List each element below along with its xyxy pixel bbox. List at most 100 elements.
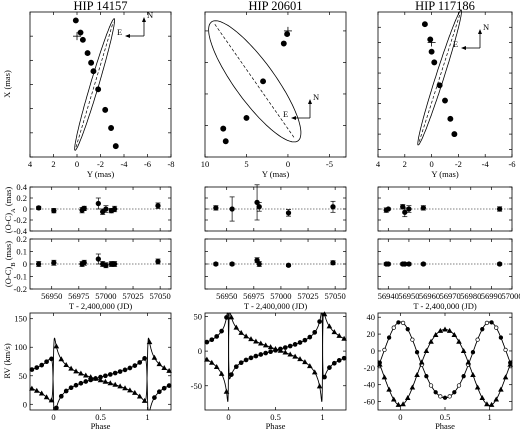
residual-point bbox=[81, 260, 87, 266]
rv-point-secondary bbox=[161, 365, 168, 371]
rv-point-secondary bbox=[341, 335, 347, 341]
rv-point-secondary bbox=[386, 386, 392, 392]
y-tick-label: -0.4 bbox=[14, 226, 28, 236]
y-tick-label: 150 bbox=[14, 314, 27, 324]
rv-point-secondary bbox=[127, 387, 133, 393]
rv-point-secondary bbox=[257, 340, 264, 346]
rv-point-secondary bbox=[102, 378, 109, 384]
x-tick-label: 1 bbox=[145, 412, 149, 422]
x-tick-label: 57000 bbox=[95, 291, 116, 301]
compass-east-label: E bbox=[117, 27, 122, 37]
rv-curve-secondary bbox=[29, 337, 172, 402]
compass-east-label: E bbox=[453, 39, 458, 49]
rv-point-secondary bbox=[376, 361, 383, 367]
residual-point bbox=[256, 261, 262, 267]
rv-point-primary bbox=[229, 372, 234, 377]
residual-point bbox=[406, 206, 412, 212]
y-tick-label: -0.1 bbox=[14, 272, 27, 282]
orbit-ellipse bbox=[74, 18, 115, 151]
residual-point bbox=[213, 205, 219, 211]
x-tick-label: 57025 bbox=[297, 291, 318, 301]
rv-point-secondary bbox=[78, 370, 84, 376]
rv-point-primary bbox=[433, 390, 438, 395]
y-tick-label: -0.2 bbox=[14, 215, 27, 225]
rv-point-secondary bbox=[418, 359, 425, 365]
residual-point bbox=[36, 205, 42, 211]
rv-point-primary bbox=[302, 337, 308, 343]
rv-point-primary bbox=[396, 320, 401, 325]
orbit-point bbox=[222, 138, 229, 145]
y-tick-label: -0.2 bbox=[14, 284, 27, 294]
rv-point-secondary bbox=[238, 329, 244, 335]
rv-point-secondary bbox=[208, 359, 215, 365]
x-tick-label: -8 bbox=[167, 159, 174, 169]
rv-point-secondary bbox=[484, 401, 490, 407]
rv-point-secondary bbox=[117, 383, 123, 389]
rv-point-secondary bbox=[460, 348, 467, 354]
residual-point bbox=[81, 205, 87, 212]
x-tick-label: 0 bbox=[51, 412, 55, 422]
rv-y-axis-label: RV (km/s) bbox=[2, 343, 12, 378]
residual-point bbox=[155, 258, 161, 265]
orbit-point bbox=[84, 50, 91, 57]
residual-point bbox=[36, 261, 42, 267]
rv-point-primary bbox=[442, 395, 448, 400]
orbit-point bbox=[220, 125, 227, 132]
x-tick-label: 0.5 bbox=[270, 412, 281, 422]
column-title: HIP 20601 bbox=[248, 0, 302, 13]
residual-point bbox=[330, 204, 336, 210]
rv-point-secondary bbox=[43, 394, 50, 400]
residual-point bbox=[385, 206, 391, 212]
rv-curve-secondary bbox=[377, 328, 513, 406]
residual-point bbox=[256, 204, 262, 210]
residual-point bbox=[406, 261, 412, 267]
rv-point-secondary bbox=[502, 374, 509, 380]
rv-point-secondary bbox=[122, 385, 128, 391]
rv-point-secondary bbox=[311, 369, 318, 375]
y-tick-label: 0.1 bbox=[16, 247, 27, 257]
time-x-axis-label: T - 2,400,000 (JD) bbox=[413, 301, 477, 311]
y-tick-label: 0 bbox=[198, 346, 202, 356]
rv-point-primary bbox=[39, 362, 45, 368]
rv-point-primary bbox=[456, 383, 462, 388]
rv-point-primary bbox=[248, 355, 254, 361]
residual-point bbox=[285, 210, 292, 216]
compass-north-arrowhead bbox=[308, 99, 312, 104]
rv-point-primary bbox=[341, 355, 347, 361]
rv-point-secondary bbox=[38, 390, 45, 396]
rv-point-secondary bbox=[253, 338, 259, 344]
phase-x-axis-label: Phase bbox=[91, 421, 111, 431]
rv-point-primary bbox=[258, 352, 264, 357]
rv-point-primary bbox=[428, 383, 434, 388]
rv-point-secondary bbox=[479, 395, 486, 401]
rv-point-primary bbox=[489, 320, 494, 325]
rv-point-primary bbox=[253, 353, 259, 359]
x-tick-label: -4 bbox=[482, 159, 490, 169]
rv-point-primary bbox=[331, 360, 337, 366]
rv-point-primary bbox=[484, 320, 490, 326]
y-tick-label: 0 bbox=[23, 259, 27, 269]
rv-point-secondary bbox=[277, 347, 284, 353]
x-tick-label: 56950 bbox=[216, 291, 237, 301]
rv-point-primary bbox=[68, 385, 74, 391]
orbit-point bbox=[112, 143, 119, 150]
rv-point-primary bbox=[503, 347, 508, 353]
orbit-point bbox=[280, 40, 287, 47]
rv-curve-secondary bbox=[204, 312, 347, 402]
rv-point-secondary bbox=[493, 396, 500, 402]
residual-point bbox=[420, 261, 427, 267]
x-tick-label: -2 bbox=[455, 159, 462, 169]
x-tick-label: -6 bbox=[508, 159, 515, 169]
rv-point-secondary bbox=[223, 388, 230, 394]
x-tick-label: 4 bbox=[28, 159, 33, 169]
x-tick-label: 0 bbox=[286, 159, 290, 169]
rv-point-secondary bbox=[48, 397, 55, 403]
rv-point-secondary bbox=[233, 324, 240, 330]
residual-point bbox=[229, 206, 235, 212]
residual-point bbox=[95, 200, 101, 207]
rv-point-secondary bbox=[451, 331, 458, 337]
residual-b-label-unit: (mas) bbox=[3, 241, 13, 263]
residual-a-label-main: (O-C) bbox=[3, 213, 13, 233]
orbit-y-axis-label: X (mas) bbox=[2, 70, 12, 98]
